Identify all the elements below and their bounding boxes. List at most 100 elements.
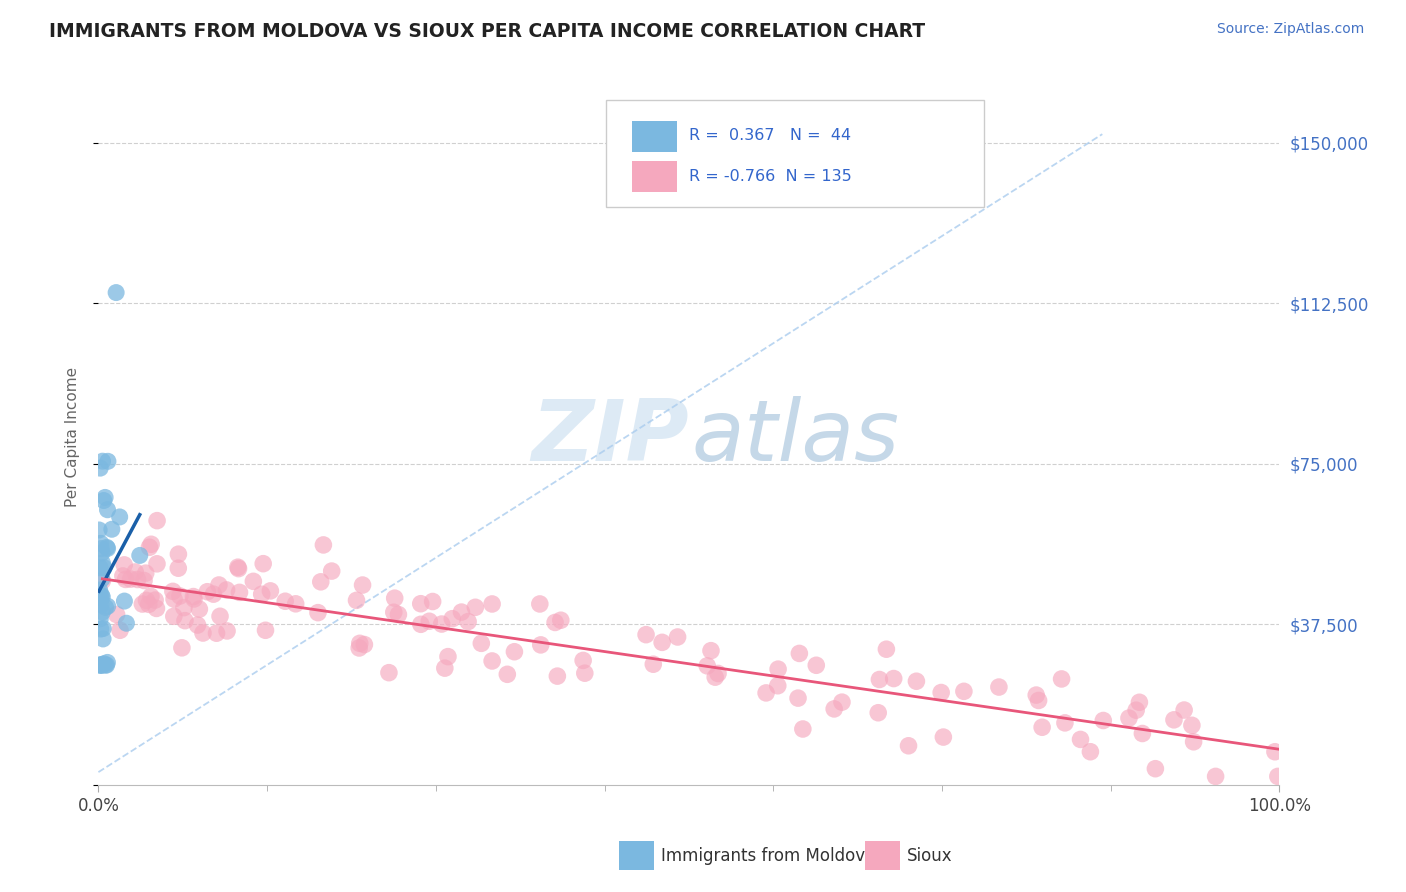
- Point: [312, 538, 335, 552]
- Point: [90, 658, 112, 673]
- Point: [755, 686, 778, 700]
- Point: [704, 670, 727, 684]
- Point: [96, 658, 118, 673]
- Point: [89, 561, 111, 575]
- Point: [93, 657, 115, 671]
- Point: [191, 626, 214, 640]
- Point: [96, 656, 118, 670]
- Point: [470, 636, 492, 650]
- Point: [90, 591, 112, 605]
- Point: [91, 658, 114, 673]
- Point: [112, 594, 135, 608]
- Point: [457, 615, 479, 629]
- Point: [503, 645, 526, 659]
- Point: [143, 593, 166, 607]
- Point: [1118, 711, 1140, 725]
- Point: [666, 630, 689, 644]
- Point: [94, 658, 117, 673]
- Y-axis label: Per Capita Income: Per Capita Income: [65, 367, 80, 508]
- Point: [120, 572, 142, 586]
- Point: [94, 491, 117, 505]
- Point: [1163, 713, 1185, 727]
- Point: [139, 590, 162, 604]
- Point: [352, 578, 374, 592]
- Point: [187, 618, 209, 632]
- Point: [135, 566, 157, 581]
- Point: [89, 658, 111, 673]
- Point: [183, 591, 205, 606]
- Point: [91, 572, 114, 586]
- Point: [89, 582, 111, 597]
- Point: [422, 594, 444, 608]
- Point: [418, 614, 440, 628]
- Point: [250, 587, 273, 601]
- Point: [823, 702, 845, 716]
- Point: [875, 642, 897, 657]
- Point: [163, 592, 186, 607]
- Text: ZIP: ZIP: [531, 395, 689, 479]
- Point: [97, 599, 120, 614]
- Text: IMMIGRANTS FROM MOLDOVA VS SIOUX PER CAPITA INCOME CORRELATION CHART: IMMIGRANTS FROM MOLDOVA VS SIOUX PER CAP…: [49, 22, 925, 41]
- Point: [868, 673, 890, 687]
- Point: [90, 598, 112, 612]
- Point: [1128, 695, 1150, 709]
- Text: R = -0.766  N = 135: R = -0.766 N = 135: [689, 169, 852, 184]
- Point: [91, 574, 114, 588]
- Point: [127, 573, 149, 587]
- Point: [643, 657, 665, 672]
- Point: [202, 587, 225, 601]
- Point: [163, 609, 186, 624]
- Point: [105, 607, 128, 622]
- Point: [111, 569, 134, 583]
- Point: [307, 606, 329, 620]
- Point: [96, 541, 118, 556]
- FancyBboxPatch shape: [633, 120, 678, 152]
- FancyBboxPatch shape: [633, 161, 678, 192]
- Point: [529, 597, 551, 611]
- Point: [170, 640, 193, 655]
- Point: [93, 561, 115, 575]
- Text: Source: ZipAtlas.com: Source: ZipAtlas.com: [1216, 22, 1364, 37]
- Point: [139, 537, 162, 551]
- Point: [131, 597, 153, 611]
- Point: [169, 589, 191, 603]
- Point: [215, 582, 238, 597]
- Point: [1025, 688, 1047, 702]
- Point: [700, 643, 723, 657]
- Point: [953, 684, 976, 698]
- Point: [572, 653, 595, 667]
- Point: [789, 647, 811, 661]
- Point: [1264, 745, 1286, 759]
- Point: [259, 583, 281, 598]
- Point: [97, 454, 120, 468]
- Point: [91, 454, 114, 468]
- Point: [252, 557, 274, 571]
- Point: [105, 285, 128, 300]
- Point: [346, 593, 368, 607]
- Point: [1205, 769, 1227, 783]
- Point: [353, 638, 375, 652]
- Point: [183, 590, 205, 604]
- Point: [114, 573, 136, 587]
- Point: [226, 560, 249, 574]
- Point: [146, 514, 169, 528]
- Point: [441, 612, 464, 626]
- Point: [437, 649, 460, 664]
- Point: [905, 674, 928, 689]
- Point: [897, 739, 920, 753]
- Point: [274, 594, 297, 608]
- Point: [530, 638, 553, 652]
- Point: [636, 628, 658, 642]
- Point: [696, 658, 718, 673]
- Point: [1132, 726, 1154, 740]
- FancyBboxPatch shape: [606, 100, 984, 208]
- Point: [90, 536, 112, 550]
- Text: Sioux: Sioux: [907, 847, 952, 865]
- Point: [188, 602, 211, 616]
- Point: [91, 546, 114, 560]
- Point: [132, 574, 155, 588]
- Point: [89, 461, 111, 475]
- Point: [94, 600, 117, 615]
- Point: [883, 672, 905, 686]
- Point: [93, 493, 115, 508]
